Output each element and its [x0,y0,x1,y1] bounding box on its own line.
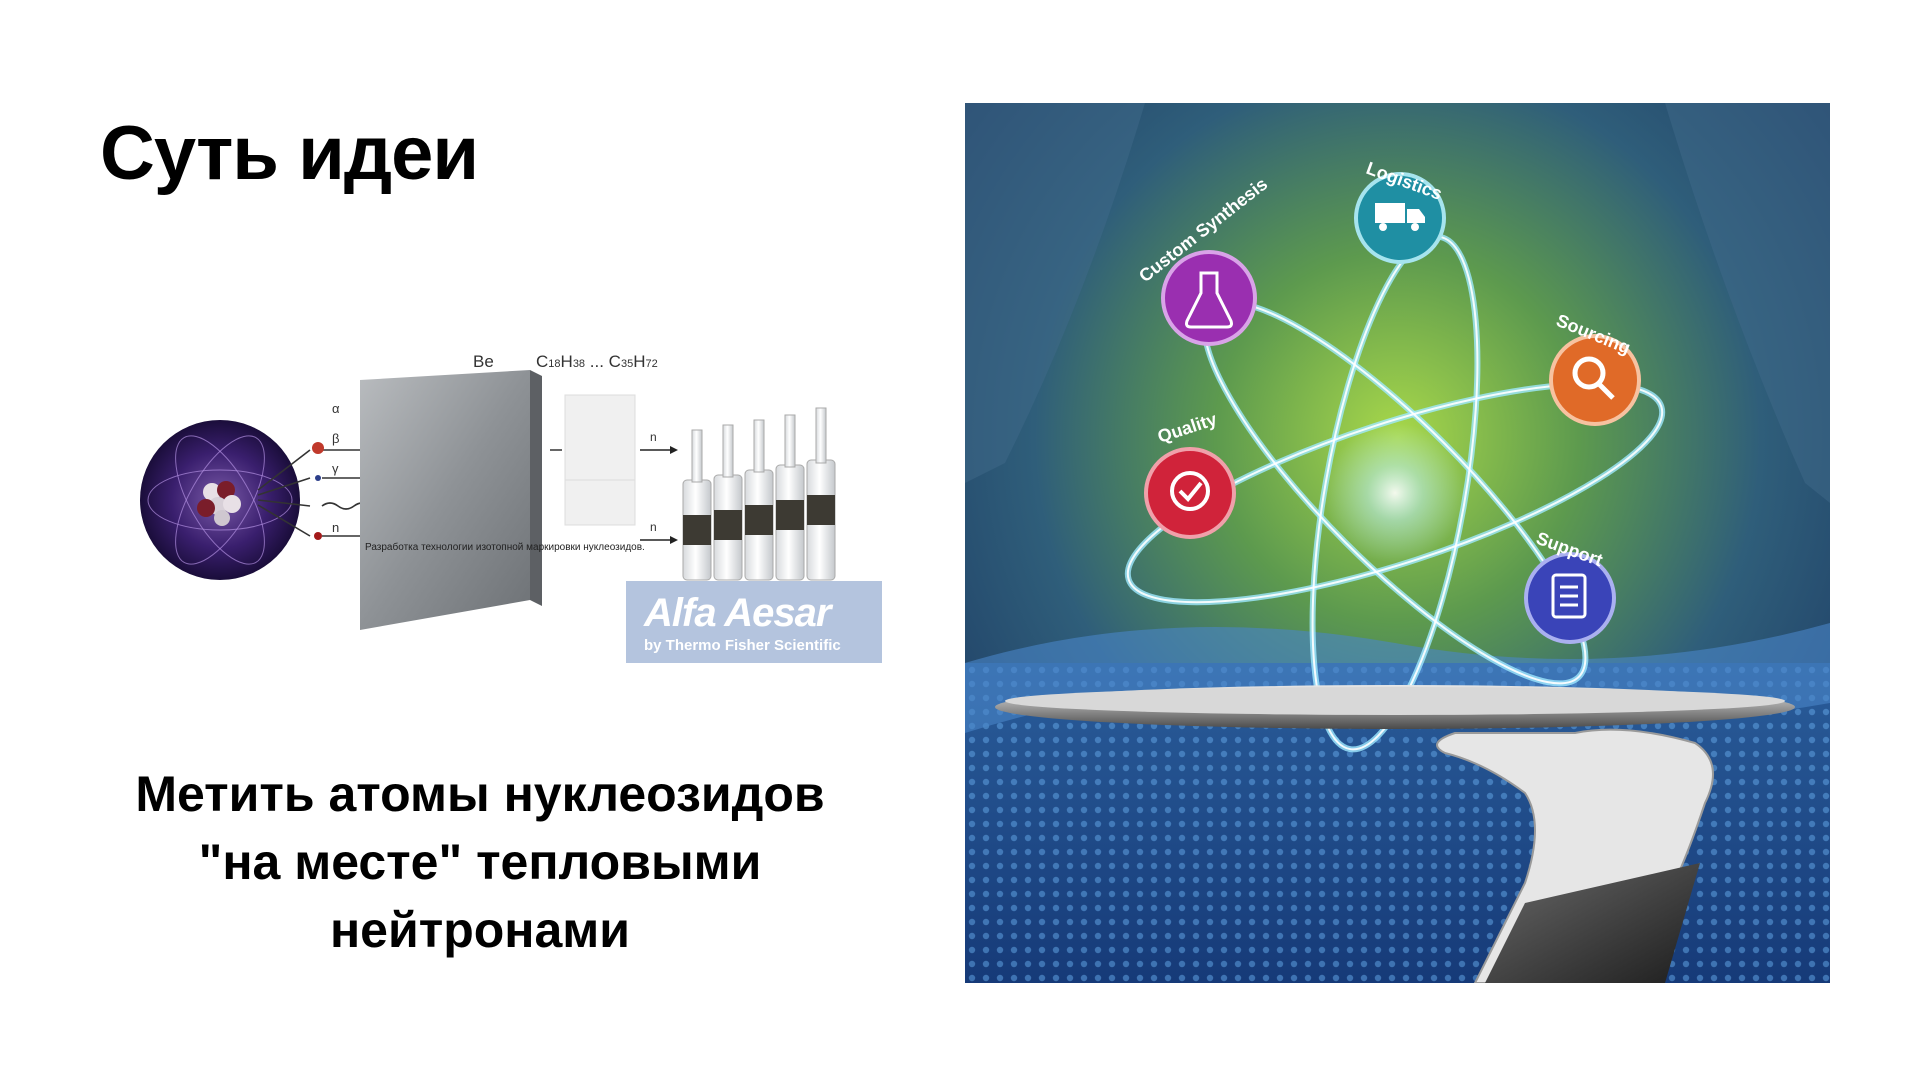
serving-tray [995,685,1795,729]
diagram-note: Разработка технологии изотопной маркиров… [365,542,645,553]
services-illustration: Custom Synthesis Logistics Sourcing Qual… [965,103,1830,983]
magnifier-icon [1572,356,1615,400]
output-neutron-label: n [650,430,657,444]
flask-icon [1185,271,1233,329]
atom-orbits [1124,233,1666,753]
beryllium-plate [360,370,530,630]
gloved-hand [1436,728,1714,983]
diagram-graphic [140,370,836,630]
paraffin-block [564,394,636,526]
alpha-label: α [332,401,340,416]
truck-icon [1375,203,1425,231]
hero-graphic: Custom Synthesis Logistics Sourcing Qual… [965,103,1830,983]
alfa-aesar-logo: Alfa Aesar by Thermo Fisher Scientific [626,581,882,663]
atom-icon [140,420,300,580]
neutron-label: n [332,520,340,535]
service-custom-synthesis [1161,250,1257,346]
logo-subtitle: by Thermo Fisher Scientific [644,637,841,654]
ampoule-vials [682,407,836,581]
beta-label: β [332,431,340,446]
output-neutron-label: n [650,520,657,534]
service-logistics [1354,172,1446,264]
slide-caption: Метить атомы нуклеозидов "на месте" тепл… [60,760,900,964]
plate-label: Be [473,352,494,371]
neutron-labeling-diagram: Be C18H38 ... C35H72 α β γ n n n Разрабо… [130,340,890,670]
beta-particle [315,475,321,481]
service-support [1524,552,1616,644]
neutron-particle [314,532,322,540]
caption-line: "на месте" тепловыми [198,834,762,890]
service-quality [1144,447,1236,539]
service-sourcing [1549,334,1641,426]
gamma-label: γ [332,461,339,476]
clipboard-icon [1551,573,1587,619]
alpha-particle [312,442,324,454]
logo-brand: Alfa Aesar [644,591,831,635]
check-badge-icon [1170,471,1210,511]
formula-label: C18H38 ... C35H72 [536,352,658,371]
slide-title: Суть идеи [100,111,479,196]
caption-line: Метить атомы нуклеозидов [135,766,825,822]
caption-line: нейтронами [329,902,631,958]
